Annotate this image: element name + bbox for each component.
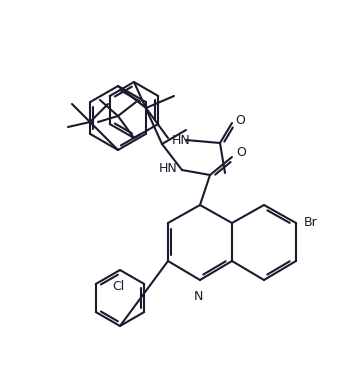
Text: O: O [236,146,246,160]
Text: O: O [235,114,245,127]
Text: Br: Br [304,216,318,230]
Text: Cl: Cl [112,280,124,293]
Text: HN: HN [172,134,191,146]
Text: N: N [193,290,203,303]
Text: HN: HN [159,161,178,174]
